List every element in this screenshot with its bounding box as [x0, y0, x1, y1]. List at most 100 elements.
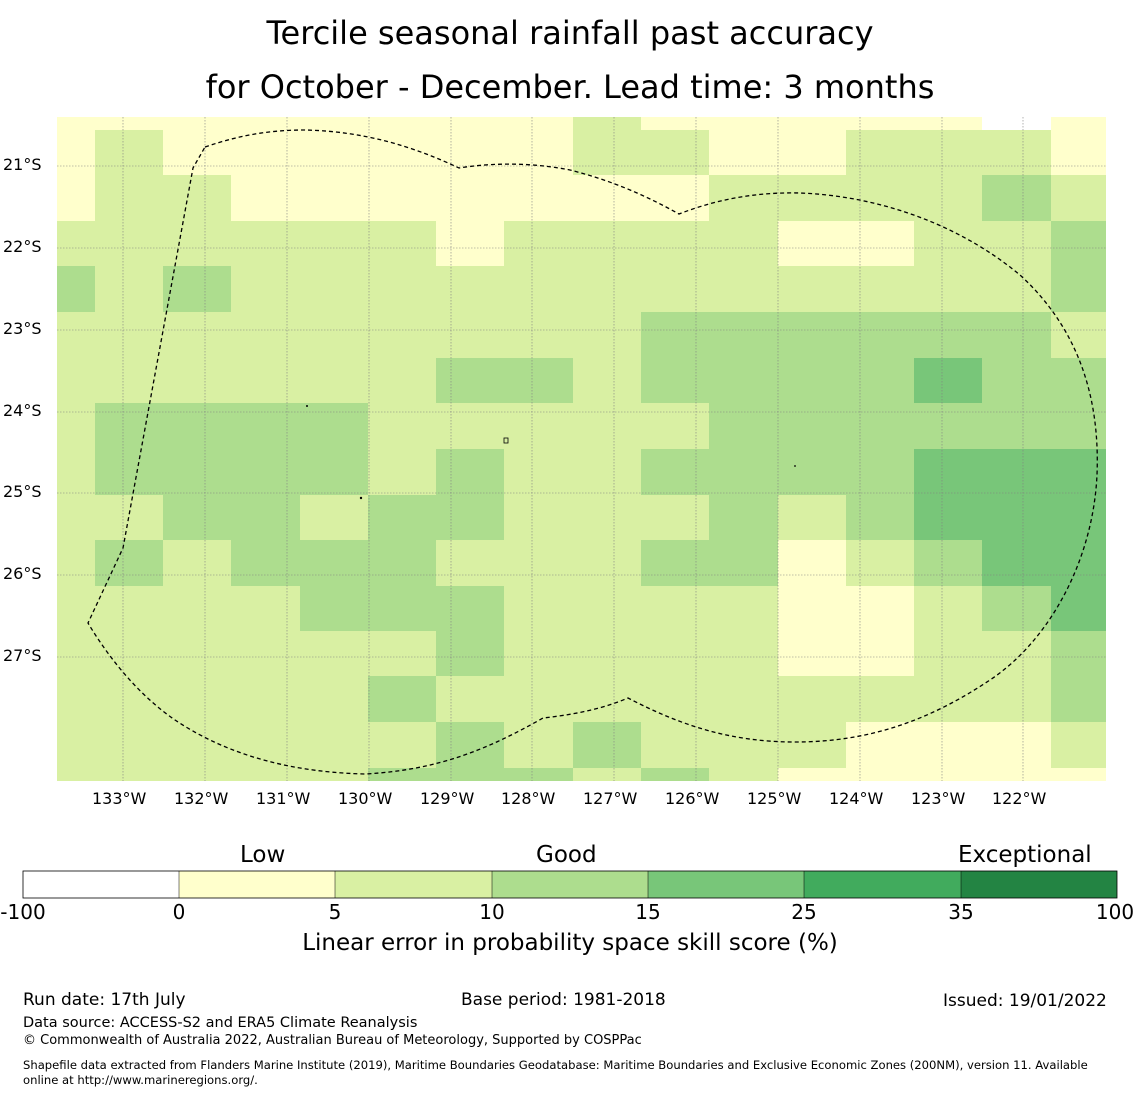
latitude-tick-label: 21°S [3, 155, 42, 174]
skill-cell [846, 117, 982, 130]
colorbar-tick-label: 15 [635, 900, 661, 924]
skill-cell [231, 175, 436, 221]
islands [306, 405, 796, 500]
graticule [57, 117, 1106, 781]
base-period: Base period: 1981-2018 [461, 990, 666, 1010]
skill-cell [436, 495, 504, 540]
skill-cell [1051, 631, 1106, 722]
colorbar-swatch [492, 871, 648, 898]
colorbar-swatch [23, 871, 179, 898]
skill-cell [368, 495, 436, 540]
skill-cell [914, 449, 1106, 540]
colorbar-tick-label: 35 [948, 900, 974, 924]
map-title-line1: Tercile seasonal rainfall past accuracy [266, 14, 874, 52]
skill-cell [641, 540, 778, 586]
skill-cell [914, 358, 982, 403]
colorbar [22, 870, 1118, 899]
skill-cell [641, 358, 914, 403]
skill-cell [1051, 586, 1106, 631]
skill-cell [641, 768, 709, 781]
longitude-tick-label: 122°W [992, 789, 1047, 808]
colorbar-tick-label: 5 [328, 900, 342, 924]
skill-cell [368, 676, 436, 722]
colorbar-tick-label: 10 [479, 900, 505, 924]
longitude-tick-label: 124°W [829, 789, 884, 808]
skill-cell [982, 117, 1051, 130]
shapefile-credit-line2: online at http://www.marineregions.org/. [23, 1073, 258, 1087]
skill-cell [641, 312, 1051, 358]
skill-cell [846, 495, 914, 540]
longitude-tick-label: 133°W [92, 789, 147, 808]
skill-cell [95, 117, 163, 130]
latitude-tick-label: 26°S [3, 564, 42, 583]
longitude-tick-label: 130°W [338, 789, 393, 808]
skill-cell [982, 586, 1051, 631]
skill-cell [709, 403, 1106, 449]
skill-cell [163, 495, 300, 540]
colorbar-tick-label: -100 [0, 900, 46, 924]
colorbar-category-low: Low [240, 842, 286, 868]
latitude-tick-label: 24°S [3, 401, 42, 420]
skill-cell [573, 722, 641, 768]
skill-cell [914, 768, 982, 781]
colorbar-tick-label: 25 [791, 900, 817, 924]
skill-cell [1051, 221, 1106, 312]
skill-cell [914, 540, 982, 586]
skill-cell [368, 768, 573, 781]
skill-cell [846, 586, 914, 676]
longitude-tick-label: 128°W [501, 789, 556, 808]
latitude-tick-label: 23°S [3, 319, 42, 338]
longitude-tick-label: 123°W [911, 789, 966, 808]
colorbar-label: Linear error in probability space skill … [302, 930, 838, 956]
skill-cell [231, 540, 436, 586]
colorbar-swatch [179, 871, 335, 898]
skill-cell [95, 403, 368, 495]
skill-cell [436, 631, 504, 676]
skill-grid [57, 117, 1106, 781]
data-source: Data source: ACCESS-S2 and ERA5 Climate … [23, 1015, 418, 1031]
eez-boundary [87, 129, 1098, 775]
skill-cell [504, 175, 709, 221]
copyright: © Commonwealth of Australia 2022, Austra… [23, 1033, 642, 1048]
skill-cell [1051, 117, 1106, 175]
colorbar-category-exceptional: Exceptional [958, 842, 1092, 868]
longitude-tick-label: 129°W [420, 789, 475, 808]
colorbar-tick-label: 100 [1095, 900, 1135, 924]
colorbar-swatch [804, 871, 961, 898]
skill-cell [163, 266, 231, 312]
shapefile-credit-line1: Shapefile data extracted from Flanders M… [23, 1058, 1088, 1072]
skill-cell [57, 117, 95, 221]
skill-cell [982, 540, 1106, 586]
colorbar-swatch [335, 871, 492, 898]
run-date: Run date: 17th July [23, 990, 186, 1010]
latitude-tick-label: 22°S [3, 237, 42, 256]
skill-cell [778, 768, 915, 781]
longitude-tick-label: 125°W [747, 789, 802, 808]
skill-cell [57, 266, 95, 312]
skill-cell [163, 117, 573, 175]
longitude-tick-label: 131°W [256, 789, 311, 808]
map-title-line2: for October - December. Lead time: 3 mon… [205, 68, 935, 106]
colorbar-tick-label: 0 [172, 900, 186, 924]
colorbar-category-good: Good [536, 842, 597, 868]
colorbar-frame [22, 870, 1118, 899]
skill-cell [982, 175, 1051, 221]
longitude-tick-label: 126°W [665, 789, 720, 808]
skill-cell [778, 221, 914, 266]
map-title: Tercile seasonal rainfall past accuracy … [0, 6, 1140, 114]
skill-cell [300, 586, 504, 631]
skill-cell [846, 722, 1051, 768]
issued-date: Issued: 19/01/2022 [943, 991, 1107, 1011]
longitude-tick-label: 127°W [583, 789, 638, 808]
skill-cell [95, 540, 163, 586]
latitude-tick-label: 27°S [3, 646, 42, 665]
skill-cell [982, 358, 1106, 403]
skill-cell [641, 449, 914, 495]
colorbar-swatch [648, 871, 804, 898]
skill-cell [709, 117, 846, 175]
latitude-tick-label: 25°S [3, 482, 42, 501]
skill-cell [641, 117, 709, 130]
skill-cell [778, 540, 846, 676]
skill-cell [982, 768, 1106, 781]
